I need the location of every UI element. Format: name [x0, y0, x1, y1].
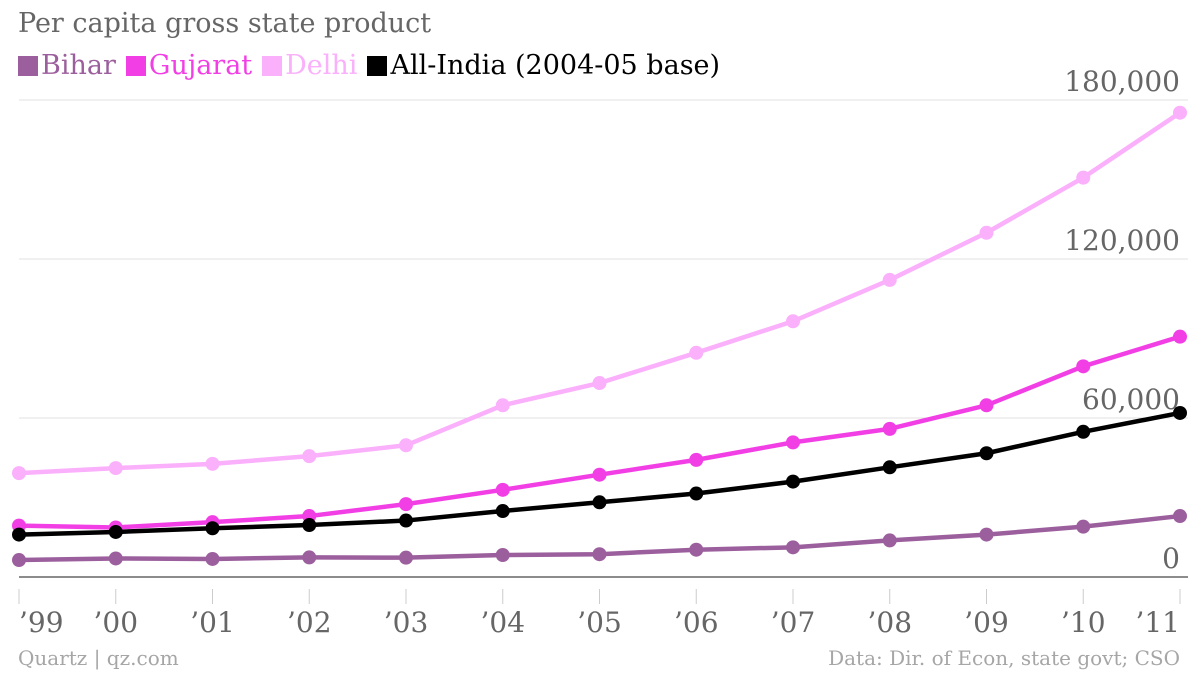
data-point-gujarat	[786, 435, 800, 450]
series-line-delhi	[16, 110, 1183, 476]
data-point-gujarat	[1076, 359, 1091, 374]
data-point-bihar	[1076, 519, 1091, 534]
data-point-all-india	[1076, 424, 1091, 439]
y-tick-label: 0	[1162, 542, 1180, 575]
x-tick-label: ’04	[480, 606, 525, 639]
legend-item-all-india: All-India (2004-05 base)	[367, 50, 720, 81]
data-point-all-india	[399, 513, 413, 528]
data-point-bihar	[399, 550, 413, 565]
x-tick-label: ’11	[1135, 606, 1180, 639]
data-point-all-india	[302, 518, 317, 533]
data-point-delhi	[979, 225, 994, 240]
data-point-gujarat	[495, 482, 510, 497]
data-point-all-india	[495, 504, 510, 519]
data-point-all-india	[882, 460, 897, 475]
data-point-bihar	[786, 540, 800, 555]
chart-title: Per capita gross state product	[18, 8, 432, 39]
x-tick-label: ’01	[190, 606, 235, 639]
data-point-delhi	[399, 438, 413, 453]
data-point-all-india	[786, 474, 800, 489]
data-point-bihar	[205, 551, 220, 566]
y-tick-label: 180,000	[1064, 65, 1180, 98]
x-tick-label: ’03	[384, 606, 429, 639]
data-point-delhi	[1173, 105, 1187, 120]
x-tick-label: ’08	[867, 606, 912, 639]
data-point-gujarat	[1173, 329, 1187, 344]
data-point-bihar	[979, 527, 994, 542]
data-point-bihar	[108, 551, 123, 566]
y-tick-label: 120,000	[1064, 224, 1180, 257]
y-tick-label: 60,000	[1082, 383, 1180, 416]
legend-swatch-delhi	[262, 55, 283, 76]
data-point-all-india	[1173, 405, 1187, 420]
x-tick-label: ’00	[93, 606, 138, 639]
data-point-all-india	[979, 446, 994, 461]
data-point-gujarat	[882, 421, 897, 436]
data-point-delhi	[205, 456, 220, 471]
data-point-gujarat	[592, 467, 607, 482]
data-point-bihar	[12, 553, 26, 568]
data-point-bihar	[882, 533, 897, 548]
data-point-all-india	[12, 527, 26, 542]
data-point-delhi	[12, 466, 26, 481]
data-point-delhi	[882, 272, 897, 287]
data-point-bihar	[302, 550, 317, 565]
data-point-bihar	[495, 548, 510, 563]
data-point-all-india	[205, 521, 220, 536]
data-point-delhi	[786, 314, 800, 329]
legend-item-bihar: Bihar	[18, 50, 116, 81]
legend-label-gujarat: Gujarat	[148, 50, 253, 81]
x-tick-label: ’10	[1061, 606, 1106, 639]
data-point-delhi	[689, 345, 704, 360]
legend-label-delhi: Delhi	[285, 50, 358, 81]
data-point-all-india	[689, 486, 704, 501]
data-point-gujarat	[689, 452, 704, 467]
legend-swatch-gujarat	[125, 55, 146, 76]
footer-credit: Quartz | qz.com	[18, 646, 179, 670]
x-tick-label: ’02	[287, 606, 332, 639]
data-point-delhi	[1076, 170, 1091, 185]
x-tick-label: ’06	[674, 606, 719, 639]
legend-label-all-india: All-India (2004-05 base)	[390, 50, 721, 81]
legend-label-bihar: Bihar	[41, 50, 116, 81]
data-point-bihar	[689, 542, 704, 557]
data-point-all-india	[108, 524, 123, 539]
data-point-delhi	[108, 461, 123, 476]
legend: Bihar Gujarat Delhi All-India (2004-05 b…	[18, 50, 730, 81]
footer-source: Data: Dir. of Econ, state govt; CSO	[828, 646, 1180, 670]
x-tick-label: ’05	[577, 606, 622, 639]
data-point-gujarat	[399, 497, 413, 512]
legend-swatch-all-india	[367, 55, 388, 76]
legend-swatch-bihar	[18, 55, 38, 76]
data-point-all-india	[592, 495, 607, 510]
data-point-bihar	[592, 547, 607, 562]
data-point-gujarat	[979, 398, 994, 413]
legend-item-gujarat: Gujarat	[125, 50, 253, 81]
x-tick-label: ’09	[964, 606, 1009, 639]
legend-item-delhi: Delhi	[262, 50, 357, 81]
data-point-delhi	[592, 376, 607, 391]
x-tick-label: ’99	[19, 606, 64, 639]
data-point-delhi	[302, 449, 317, 464]
x-tick-label: ’07	[771, 606, 816, 639]
data-point-delhi	[495, 398, 510, 413]
data-point-bihar	[1173, 509, 1187, 524]
